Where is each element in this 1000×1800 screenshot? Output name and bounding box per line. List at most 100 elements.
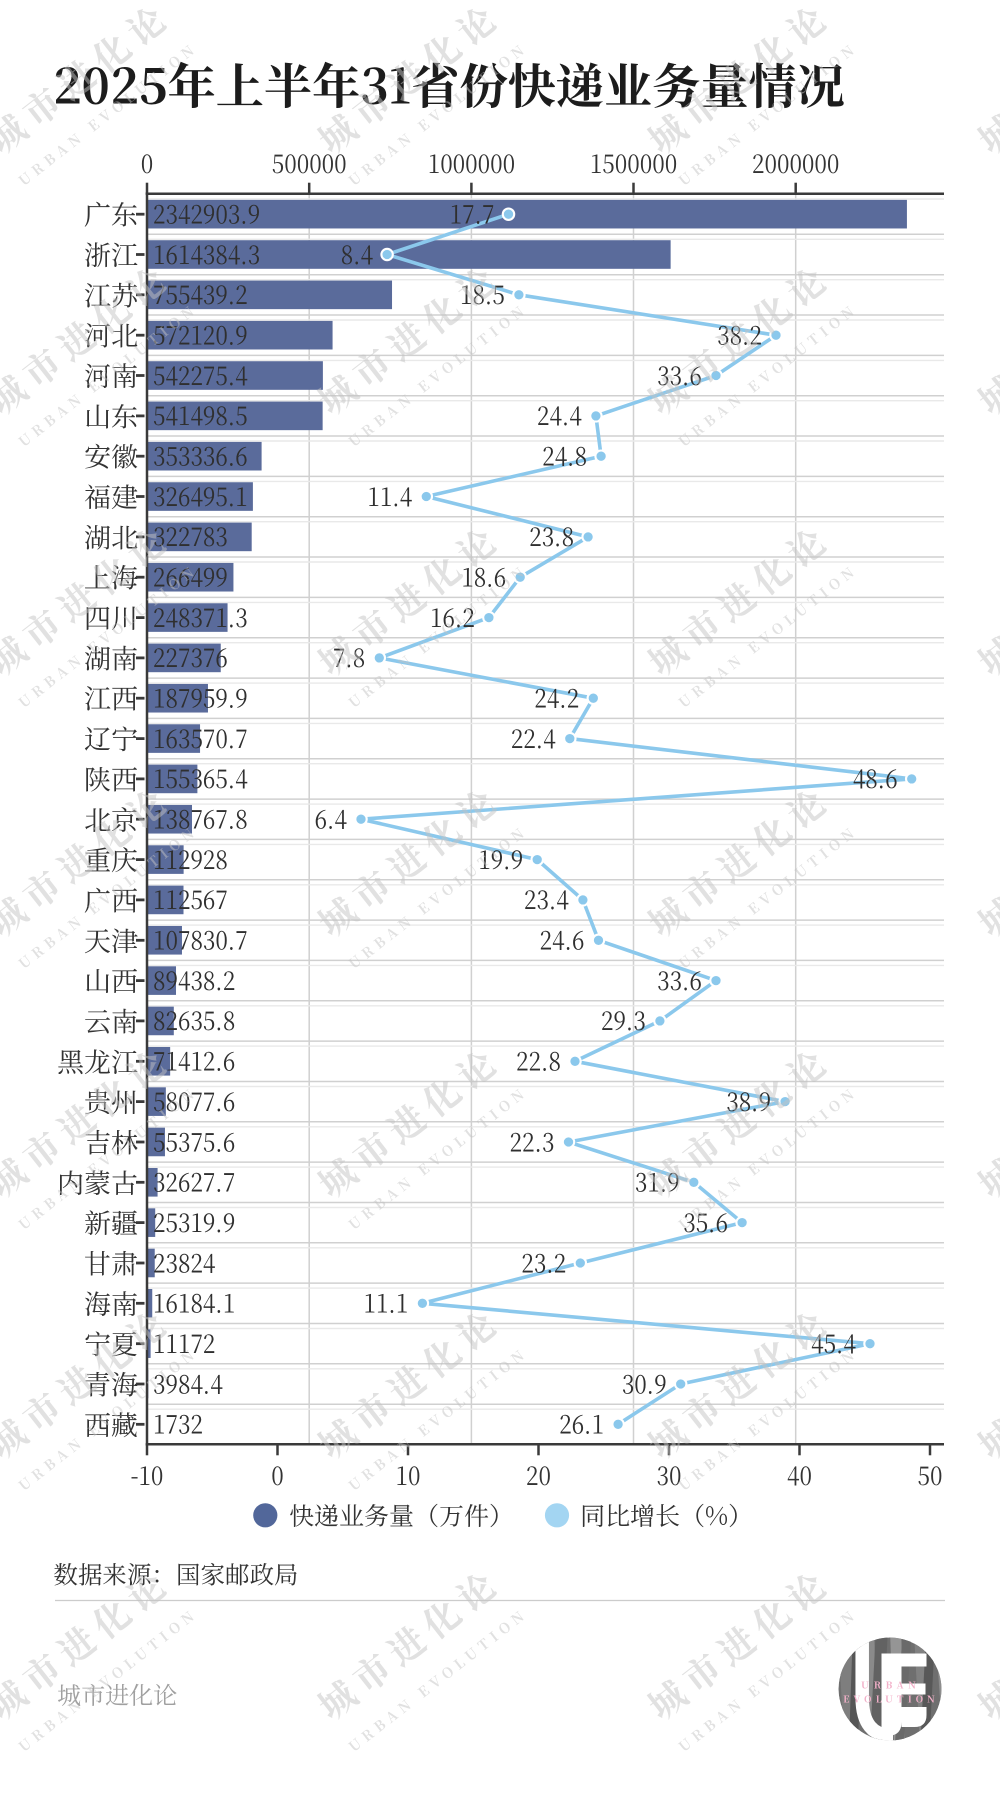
svg-text:8.4: 8.4 [341,234,373,271]
svg-text:71412.6: 71412.6 [153,1041,235,1078]
svg-text:北京: 北京 [84,799,138,838]
svg-text:城市进化论: 城市进化论 [967,250,1000,426]
svg-text:上海: 上海 [84,557,138,596]
svg-text:18.6: 18.6 [461,557,506,594]
svg-text:24.4: 24.4 [537,395,582,432]
svg-text:城市进化论: 城市进化论 [967,1555,1000,1731]
svg-text:同比增长（%）: 同比增长（%） [580,1497,753,1533]
svg-text:11.4: 11.4 [367,476,412,513]
svg-text:25319.9: 25319.9 [153,1202,235,1239]
svg-text:248371.3: 248371.3 [153,597,248,634]
svg-text:30.9: 30.9 [622,1363,667,1400]
svg-text:重庆: 重庆 [84,839,138,878]
svg-text:541498.5: 541498.5 [153,395,248,432]
svg-text:云南: 云南 [84,1000,138,1039]
svg-text:内蒙古: 内蒙古 [57,1162,138,1201]
svg-text:7.8: 7.8 [333,637,365,674]
svg-text:青海: 青海 [84,1364,138,1403]
svg-text:22.4: 22.4 [511,718,556,755]
svg-text:187959.9: 187959.9 [153,678,248,715]
svg-text:24.2: 24.2 [534,678,579,715]
svg-text:326495.1: 326495.1 [153,476,248,513]
svg-text:19.9: 19.9 [478,839,523,876]
svg-text:55375.6: 55375.6 [153,1121,235,1158]
svg-text:城市进化论: 城市进化论 [967,511,1000,687]
svg-text:浙江: 浙江 [84,234,138,273]
svg-text:0: 0 [141,143,153,180]
svg-text:河北: 河北 [84,315,138,354]
svg-text:1500000: 1500000 [590,143,677,180]
svg-text:安徽: 安徽 [84,436,138,475]
svg-text:572120.9: 572120.9 [153,315,248,352]
svg-text:32627.7: 32627.7 [153,1162,235,1199]
svg-text:宁夏: 宁夏 [84,1323,138,1362]
svg-text:353336.6: 353336.6 [153,436,248,473]
svg-text:广东: 广东 [84,194,138,233]
svg-text:山东: 山东 [84,395,138,434]
svg-text:河南: 河南 [84,355,138,394]
svg-text:6.4: 6.4 [315,799,347,836]
svg-text:23.2: 23.2 [521,1242,566,1279]
svg-text:山西: 山西 [84,960,138,999]
svg-text:11172: 11172 [153,1323,215,1360]
svg-text:数据来源：国家邮政局: 数据来源：国家邮政局 [54,1556,299,1591]
svg-text:31.9: 31.9 [635,1162,680,1199]
svg-text:155365.4: 155365.4 [153,758,248,795]
svg-text:23824: 23824 [153,1242,215,1279]
svg-text:107830.7: 107830.7 [153,920,248,957]
svg-text:40: 40 [787,1455,812,1492]
svg-text:112928: 112928 [153,839,228,876]
svg-text:贵州: 贵州 [84,1081,138,1120]
svg-text:30: 30 [657,1455,682,1492]
svg-text:城市进化论: 城市进化论 [967,1033,1000,1209]
svg-text:城市进化论: 城市进化论 [967,772,1000,948]
svg-text:黑龙江: 黑龙江 [57,1041,138,1080]
svg-text:17.7: 17.7 [450,194,495,231]
svg-text:266499: 266499 [153,557,228,594]
svg-text:城市进化论: 城市进化论 [57,1676,177,1711]
svg-text:0: 0 [271,1455,283,1492]
svg-text:58077.6: 58077.6 [153,1081,235,1118]
svg-text:2000000: 2000000 [752,143,839,180]
svg-text:辽宁: 辽宁 [84,718,138,757]
svg-text:16184.1: 16184.1 [153,1283,235,1320]
svg-text:江西: 江西 [84,678,138,717]
svg-text:江苏: 江苏 [84,274,138,313]
svg-text:22.8: 22.8 [516,1041,561,1078]
svg-text:城市进化论: 城市进化论 [967,0,1000,164]
svg-text:138767.8: 138767.8 [153,799,248,836]
svg-text:EVOLUTION: EVOLUTION [843,1692,939,1706]
svg-text:16.2: 16.2 [430,597,475,634]
svg-text:29.3: 29.3 [601,1000,646,1037]
svg-text:URBAN: URBAN [861,1678,920,1692]
svg-text:西藏: 西藏 [84,1404,138,1443]
svg-text:542275.4: 542275.4 [153,355,248,392]
svg-text:22.3: 22.3 [510,1121,555,1158]
svg-text:112567: 112567 [153,879,228,916]
svg-text:天津: 天津 [84,920,138,959]
svg-text:50: 50 [918,1455,943,1492]
svg-text:湖南: 湖南 [84,637,138,676]
svg-text:甘肃: 甘肃 [84,1243,138,1282]
svg-text:227376: 227376 [153,637,228,674]
svg-text:163570.7: 163570.7 [153,718,248,755]
svg-text:38.2: 38.2 [717,315,762,352]
svg-text:35.6: 35.6 [683,1202,728,1239]
svg-text:82635.8: 82635.8 [153,1000,235,1037]
svg-text:24.8: 24.8 [542,436,587,473]
svg-text:快递业务量（万件）: 快递业务量（万件） [289,1497,514,1533]
svg-text:新疆: 新疆 [84,1202,138,1241]
svg-text:20: 20 [526,1455,551,1492]
svg-text:23.4: 23.4 [524,879,569,916]
svg-text:海南: 海南 [84,1283,138,1322]
svg-text:1614384.3: 1614384.3 [153,234,260,271]
svg-text:26.1: 26.1 [559,1404,604,1441]
svg-text:33.6: 33.6 [657,355,702,392]
svg-text:38.9: 38.9 [726,1081,771,1118]
svg-text:广西: 广西 [84,879,138,918]
svg-text:18.5: 18.5 [460,274,505,311]
svg-text:2342903.9: 2342903.9 [153,194,260,231]
svg-text:48.6: 48.6 [853,758,898,795]
svg-text:33.6: 33.6 [657,960,702,997]
svg-text:3984.4: 3984.4 [153,1363,223,1400]
